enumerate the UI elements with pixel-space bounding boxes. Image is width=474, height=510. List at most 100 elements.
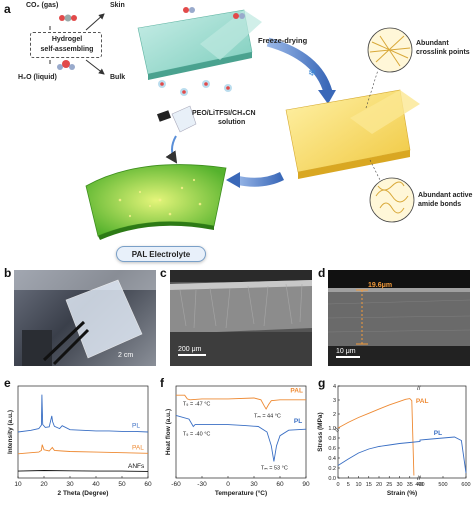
- x-tick-label-g: 35: [407, 482, 413, 488]
- crosslink-label-line1: Abundant: [416, 40, 449, 47]
- panel-letter-g: g: [318, 376, 326, 390]
- box-label-line1: Hydrogel: [51, 36, 83, 43]
- series-label-anfs: ANFs: [128, 463, 145, 470]
- h2o-molecule-icon: [57, 60, 75, 70]
- y-tick-label-g: 0.6: [328, 446, 336, 452]
- x-tick-label-f: 60: [276, 481, 284, 488]
- annotation-f: T₉ = -47 °C: [183, 401, 210, 407]
- x-tick-label-e: 50: [118, 481, 126, 488]
- y-axis-title-e: Intensity (a.u.): [7, 410, 14, 454]
- x-tick-label-f: -60: [171, 481, 181, 488]
- series-label-pal: PAL: [290, 387, 303, 394]
- y-axis-title-f: Heat flow (a.u.): [165, 409, 172, 455]
- co2-molecule-icon: [59, 14, 77, 22]
- scale-label-d: 10 μm: [336, 348, 356, 355]
- x-tick-label-g: 0: [336, 482, 339, 488]
- chart-g-stress-strain: 0 5 10 15 20 25 30 35 40 400 500 600 0.0 0.2 0.4 0.6 0.8…: [316, 378, 474, 510]
- y-tick-label-g: 0.0: [328, 476, 336, 482]
- y-tick-label-g: 4: [333, 384, 336, 390]
- hydrogel-sheet: [137, 9, 262, 80]
- crosslink-zoom-circle: [365, 27, 413, 109]
- annotation-f: Tₘ = 44 °C: [254, 413, 281, 419]
- x-tick-label-g: 500: [438, 482, 447, 488]
- thickness-label: 19.6μm: [368, 282, 393, 289]
- y-tick-label-g: 2: [333, 412, 336, 418]
- y-break-mark-g: //: [333, 427, 341, 434]
- scale-label-c: 200 μm: [178, 346, 202, 353]
- x-tick-label-g: 30: [396, 482, 402, 488]
- series-label-pal: PAL: [416, 398, 429, 405]
- photo-d-graphics: [328, 270, 470, 366]
- solution-label-line1: PEO/LiTFSI/CH₃CN: [192, 110, 256, 117]
- schematic-graphics: ❄: [49, 7, 420, 240]
- x-tick-label-e: 60: [144, 481, 152, 488]
- x-tick-label-f: 90: [302, 481, 310, 488]
- x-tick-label-f: 30: [250, 481, 258, 488]
- x-tick-label-g: 40: [417, 482, 423, 488]
- panel-letter-d: d: [318, 266, 326, 280]
- pal-membrane: [85, 164, 227, 240]
- sem-cross-section-d: 19.6μm 10 μm: [328, 270, 470, 366]
- x-tick-label-f: -30: [197, 481, 207, 488]
- floating-molecules-icon: [158, 7, 245, 96]
- y-axis-title-g: Stress (MPa): [317, 412, 324, 451]
- scale-label-b: 2 cm: [118, 352, 134, 359]
- series-label-pl: PL: [132, 422, 140, 429]
- x-tick-label-g: 10: [355, 482, 361, 488]
- series-label-pl: PL: [434, 430, 442, 437]
- x-axis-title-f: Temperature (°C): [215, 489, 267, 497]
- x-tick-label-g: 20: [376, 482, 382, 488]
- y-tick-label-g: 1.0: [328, 426, 336, 432]
- annotation-f: T₉ = -40 °C: [183, 432, 210, 438]
- panel-a-schematic: a CO₂ (gas) H₂O (liquid) Skin Bulk Hydro…: [4, 2, 472, 262]
- aerogel-sheet: [285, 89, 420, 179]
- x-tick-label-g: 400: [415, 482, 424, 488]
- x-tick-label-e: 30: [66, 481, 74, 488]
- series-label-pl: PL: [294, 418, 302, 425]
- x-tick-label-g: 25: [386, 482, 392, 488]
- x-tick-label-g: 15: [366, 482, 372, 488]
- crosslink-label-line2: crosslink points: [416, 49, 470, 56]
- chart-e-xrd: 10 20 30 40 50 60 2 Theta (Degree) Intensity (a…: [0, 378, 158, 510]
- y-tick-label-g: 0.8: [328, 436, 336, 442]
- x-break-mark-g: //: [417, 475, 421, 482]
- series-line-pl: [337, 436, 467, 474]
- amide-zoom-circle: [369, 159, 415, 223]
- plot-frame-f: [175, 385, 307, 479]
- self-assembling-box: Hydrogel self-assembling: [30, 32, 102, 58]
- x-tick-label-g: 600: [461, 482, 470, 488]
- photo-c-graphics: [170, 270, 312, 366]
- panel-letter-b: b: [4, 266, 12, 280]
- photo-b-graphics: [14, 270, 156, 366]
- x-axis-title-g: Strain (%): [387, 490, 417, 497]
- series-label-pal: PAL: [132, 445, 144, 452]
- plot-frame-g: [337, 385, 467, 479]
- panel-letter-a: a: [4, 2, 11, 16]
- scale-bar-d: [336, 356, 360, 358]
- x-tick-label-g: 5: [347, 482, 350, 488]
- scale-bar-c: [178, 354, 206, 356]
- x-break-mark-top-g: //: [417, 385, 421, 392]
- amide-label-line2: amide bonds: [418, 201, 462, 208]
- y-tick-label-g: 3: [333, 398, 336, 404]
- y-tick-label-g: 0.4: [328, 456, 336, 462]
- freeze-drying-label: Freeze-drying: [258, 36, 308, 45]
- sem-cross-section-c: 200 μm: [170, 270, 312, 366]
- x-axis-title-e: 2 Theta (Degree): [58, 490, 109, 497]
- solution-bottle-icon: [156, 105, 197, 133]
- series-line-pal: [17, 444, 149, 455]
- x-tick-label-e: 20: [40, 481, 48, 488]
- pal-electrolyte-label: PAL Electrolyte: [116, 246, 206, 262]
- series-line-anfs: [17, 470, 149, 472]
- x-tick-label-e: 40: [92, 481, 100, 488]
- box-label-line2: self-assembling: [40, 46, 94, 53]
- series-line-pal: [176, 394, 306, 410]
- annotation-f: Tₘ = 53 °C: [261, 466, 288, 472]
- h2o-label: H₂O (liquid): [18, 74, 57, 81]
- co2-label: CO₂ (gas): [26, 2, 59, 9]
- panel-letter-e: e: [4, 376, 11, 390]
- chart-f-dsc: -60 -30 0 30 60 90 Temperature (°C) Heat flow (…: [158, 378, 316, 510]
- skin-label: Skin: [110, 2, 125, 9]
- photo-pal-membrane: 2 cm: [14, 270, 156, 366]
